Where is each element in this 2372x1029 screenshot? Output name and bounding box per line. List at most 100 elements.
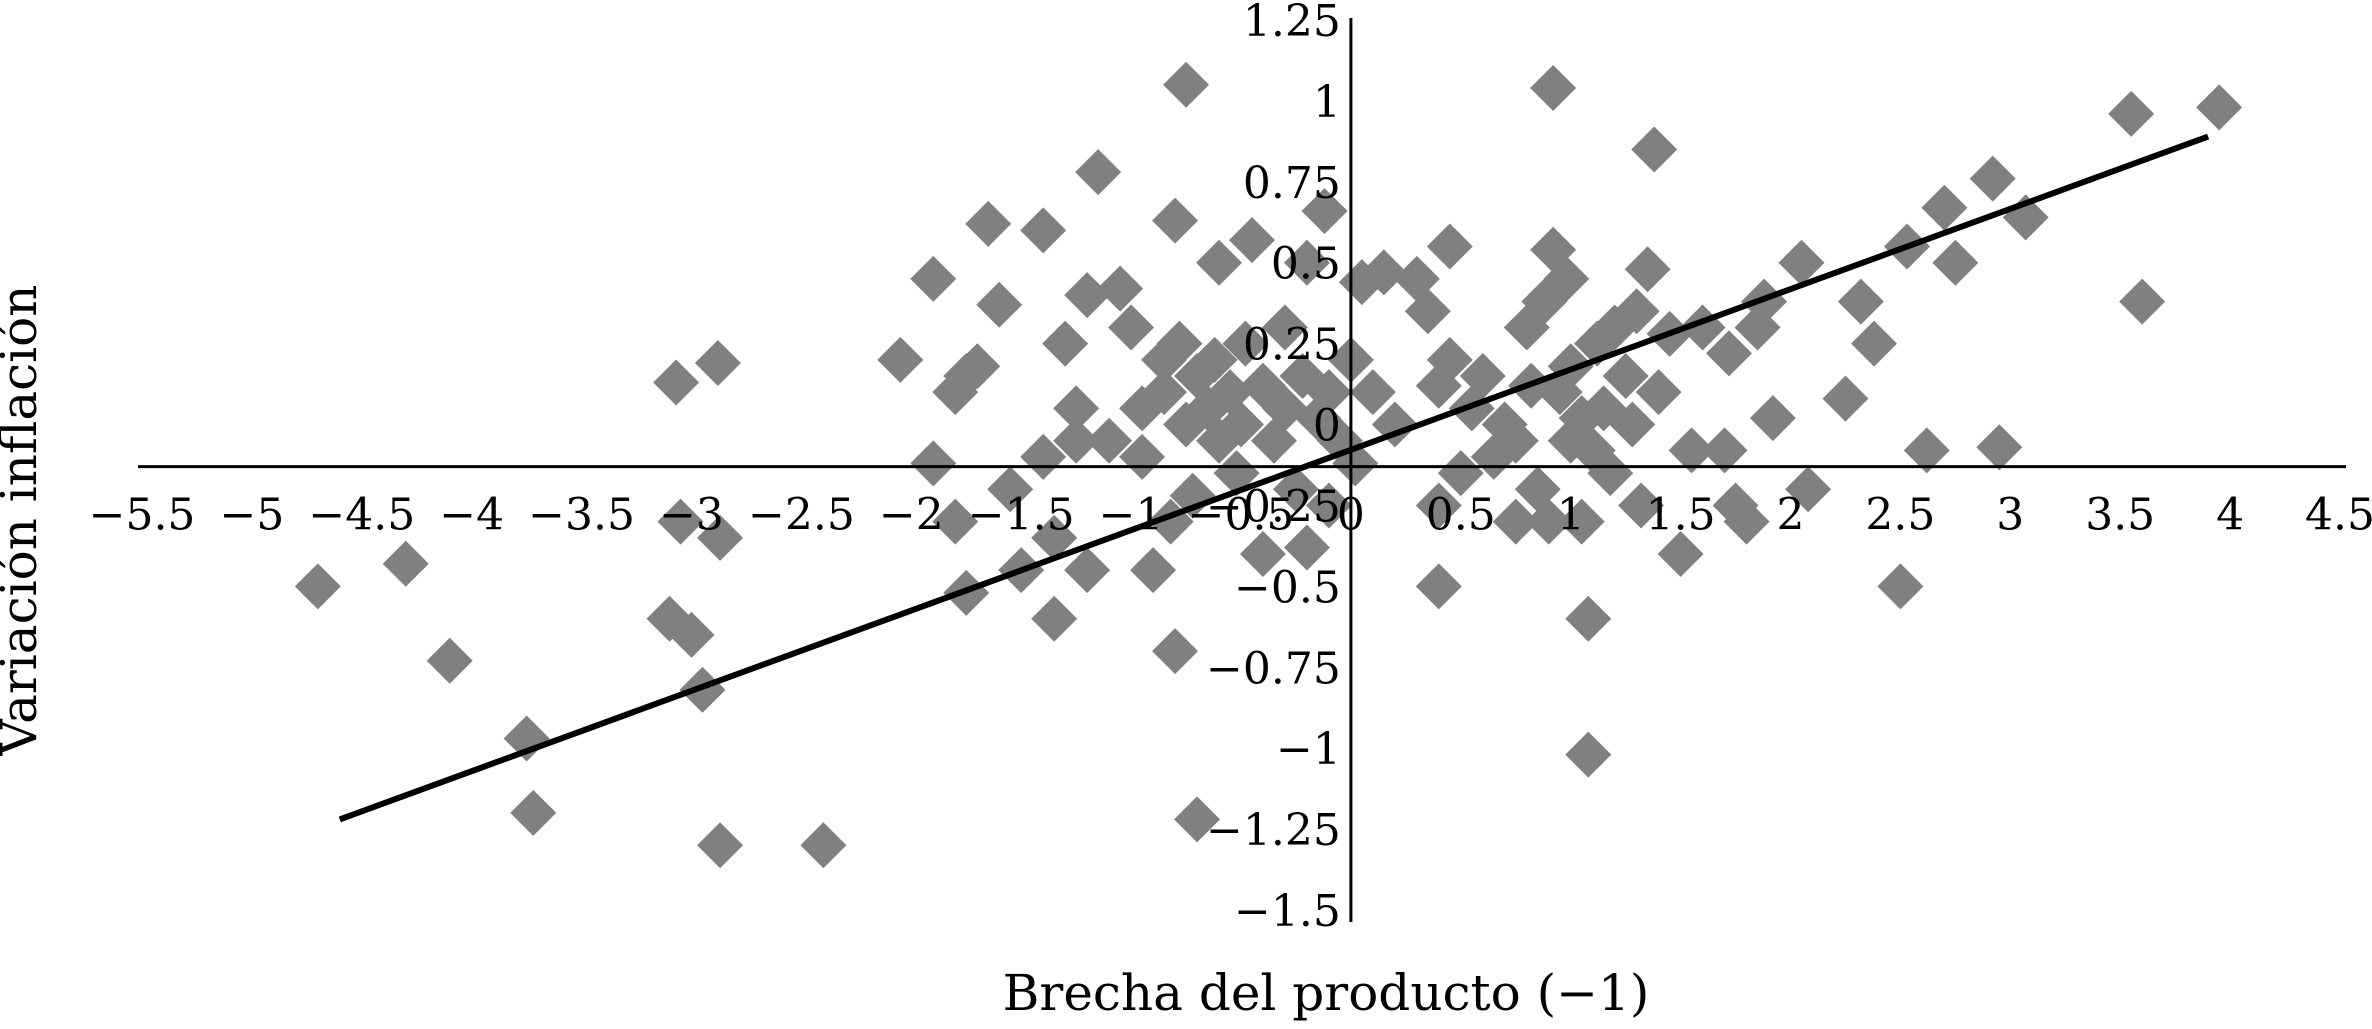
data-point: [1020, 433, 1067, 480]
data-point: [1119, 433, 1166, 480]
x-tick-label: −4: [439, 490, 504, 541]
data-point: [1301, 187, 1348, 234]
data-point: [1097, 265, 1144, 312]
data-point: [697, 822, 744, 869]
data-point: [1174, 796, 1221, 843]
y-tick-label: −1.25: [1206, 805, 1341, 856]
data-point: [2119, 278, 2166, 325]
data-point: [1415, 482, 1462, 529]
data-point: [294, 563, 341, 610]
data-point: [1239, 531, 1286, 577]
x-tick-label: 1.5: [1646, 490, 1716, 541]
data-point: [1218, 401, 1264, 448]
data-point: [1631, 126, 1678, 173]
data-point: [1602, 353, 1649, 399]
x-tick-labels: −5.5 −5 −4.5 −4 −3.5 −3 −2.5 −2 −1.5 −1 −0.5 0 0.5 1 1…: [89, 490, 2372, 541]
data-point: [1657, 531, 1704, 577]
data-point: [1459, 353, 1506, 399]
data-point: [1108, 304, 1155, 351]
data-point: [1822, 375, 1869, 422]
data-point: [1530, 226, 1577, 273]
data-point: [1152, 628, 1199, 675]
data-point: [1701, 427, 1748, 474]
data-point: [1903, 427, 1950, 474]
data-point: [694, 340, 741, 387]
data-point: [1778, 239, 1825, 286]
x-tick-label: −2: [879, 490, 944, 541]
data-point: [1404, 288, 1451, 335]
data-point: [1064, 272, 1111, 319]
data-point: [1141, 369, 1188, 416]
data-point: [1976, 424, 2023, 471]
x-tick-label: 4: [2216, 490, 2244, 541]
y-tick-label: −0.75: [1206, 643, 1341, 694]
data-point: [1609, 401, 1656, 448]
data-point: [954, 343, 1001, 390]
x-tick-label: 1: [1557, 490, 1585, 541]
y-tick-label: −0.25: [1206, 481, 1341, 532]
data-point: [1283, 239, 1330, 286]
data-point: [987, 466, 1034, 513]
data-point: [1837, 278, 1884, 325]
data-point: [426, 637, 473, 684]
data-point: [1932, 239, 1979, 286]
data-point: [1492, 498, 1539, 545]
data-point: [1228, 217, 1275, 264]
data-point: [1196, 239, 1243, 286]
y-tick-labels: 1.25 1 0.75 0.5 0.25 0 −0.25 −0.5 −0.75 −1 −1.25 −1…: [1206, 0, 1341, 937]
data-point: [1261, 304, 1308, 351]
data-point: [1064, 547, 1111, 594]
x-tick-label: −3: [659, 490, 724, 541]
data-point: [1921, 184, 1968, 231]
y-tick-label: −1.5: [1234, 886, 1341, 937]
data-point: [1163, 61, 1210, 108]
data-point: [910, 440, 957, 487]
data-point: [2108, 90, 2155, 137]
data-point: [1031, 514, 1078, 561]
data-point: [653, 359, 700, 406]
x-tick-label: 0.5: [1426, 490, 1496, 541]
data-point: [1415, 563, 1462, 610]
data-points: [294, 61, 2243, 869]
x-tick-label: −1: [1099, 490, 1164, 541]
data-point: [1042, 320, 1089, 367]
data-point: [1558, 498, 1605, 545]
data-point: [800, 822, 847, 869]
data-point: [382, 540, 429, 587]
data-point: [1222, 320, 1269, 367]
data-point: [1053, 385, 1100, 432]
data-point: [1152, 197, 1199, 244]
data-point: [1130, 547, 1177, 594]
y-tick-label: 1: [1313, 77, 1341, 128]
x-tick-label: 4.5: [2305, 490, 2372, 541]
y-tick-label: −0.5: [1234, 562, 1341, 613]
data-point: [1191, 336, 1238, 383]
data-point: [1053, 417, 1100, 464]
x-tick-label: −1.5: [968, 490, 1075, 541]
y-axis-title: Variación inflación: [0, 285, 48, 757]
data-point: [1624, 246, 1671, 293]
data-point: [1530, 64, 1577, 111]
data-point: [1426, 223, 1473, 270]
data-point: [1437, 450, 1484, 497]
data-point: [657, 498, 704, 545]
data-point: [1169, 472, 1216, 519]
data-point: [1031, 595, 1078, 642]
x-tick-label: −5.5: [89, 490, 196, 541]
x-axis-title: Brecha del producto (−1): [1003, 964, 1650, 1022]
data-point: [1283, 524, 1330, 571]
data-point: [1426, 336, 1473, 383]
data-point: [1785, 466, 1832, 513]
data-point: [1618, 482, 1665, 529]
data-point: [965, 200, 1012, 247]
x-tick-label: 3.5: [2085, 490, 2155, 541]
data-point: [932, 498, 979, 545]
data-point: [1543, 255, 1590, 302]
data-point: [910, 255, 957, 302]
data-point: [697, 514, 744, 561]
data-point: [2196, 84, 2243, 131]
x-tick-label: −0.5: [1188, 490, 1295, 541]
data-point: [1305, 482, 1352, 529]
data-point: [1261, 385, 1308, 432]
